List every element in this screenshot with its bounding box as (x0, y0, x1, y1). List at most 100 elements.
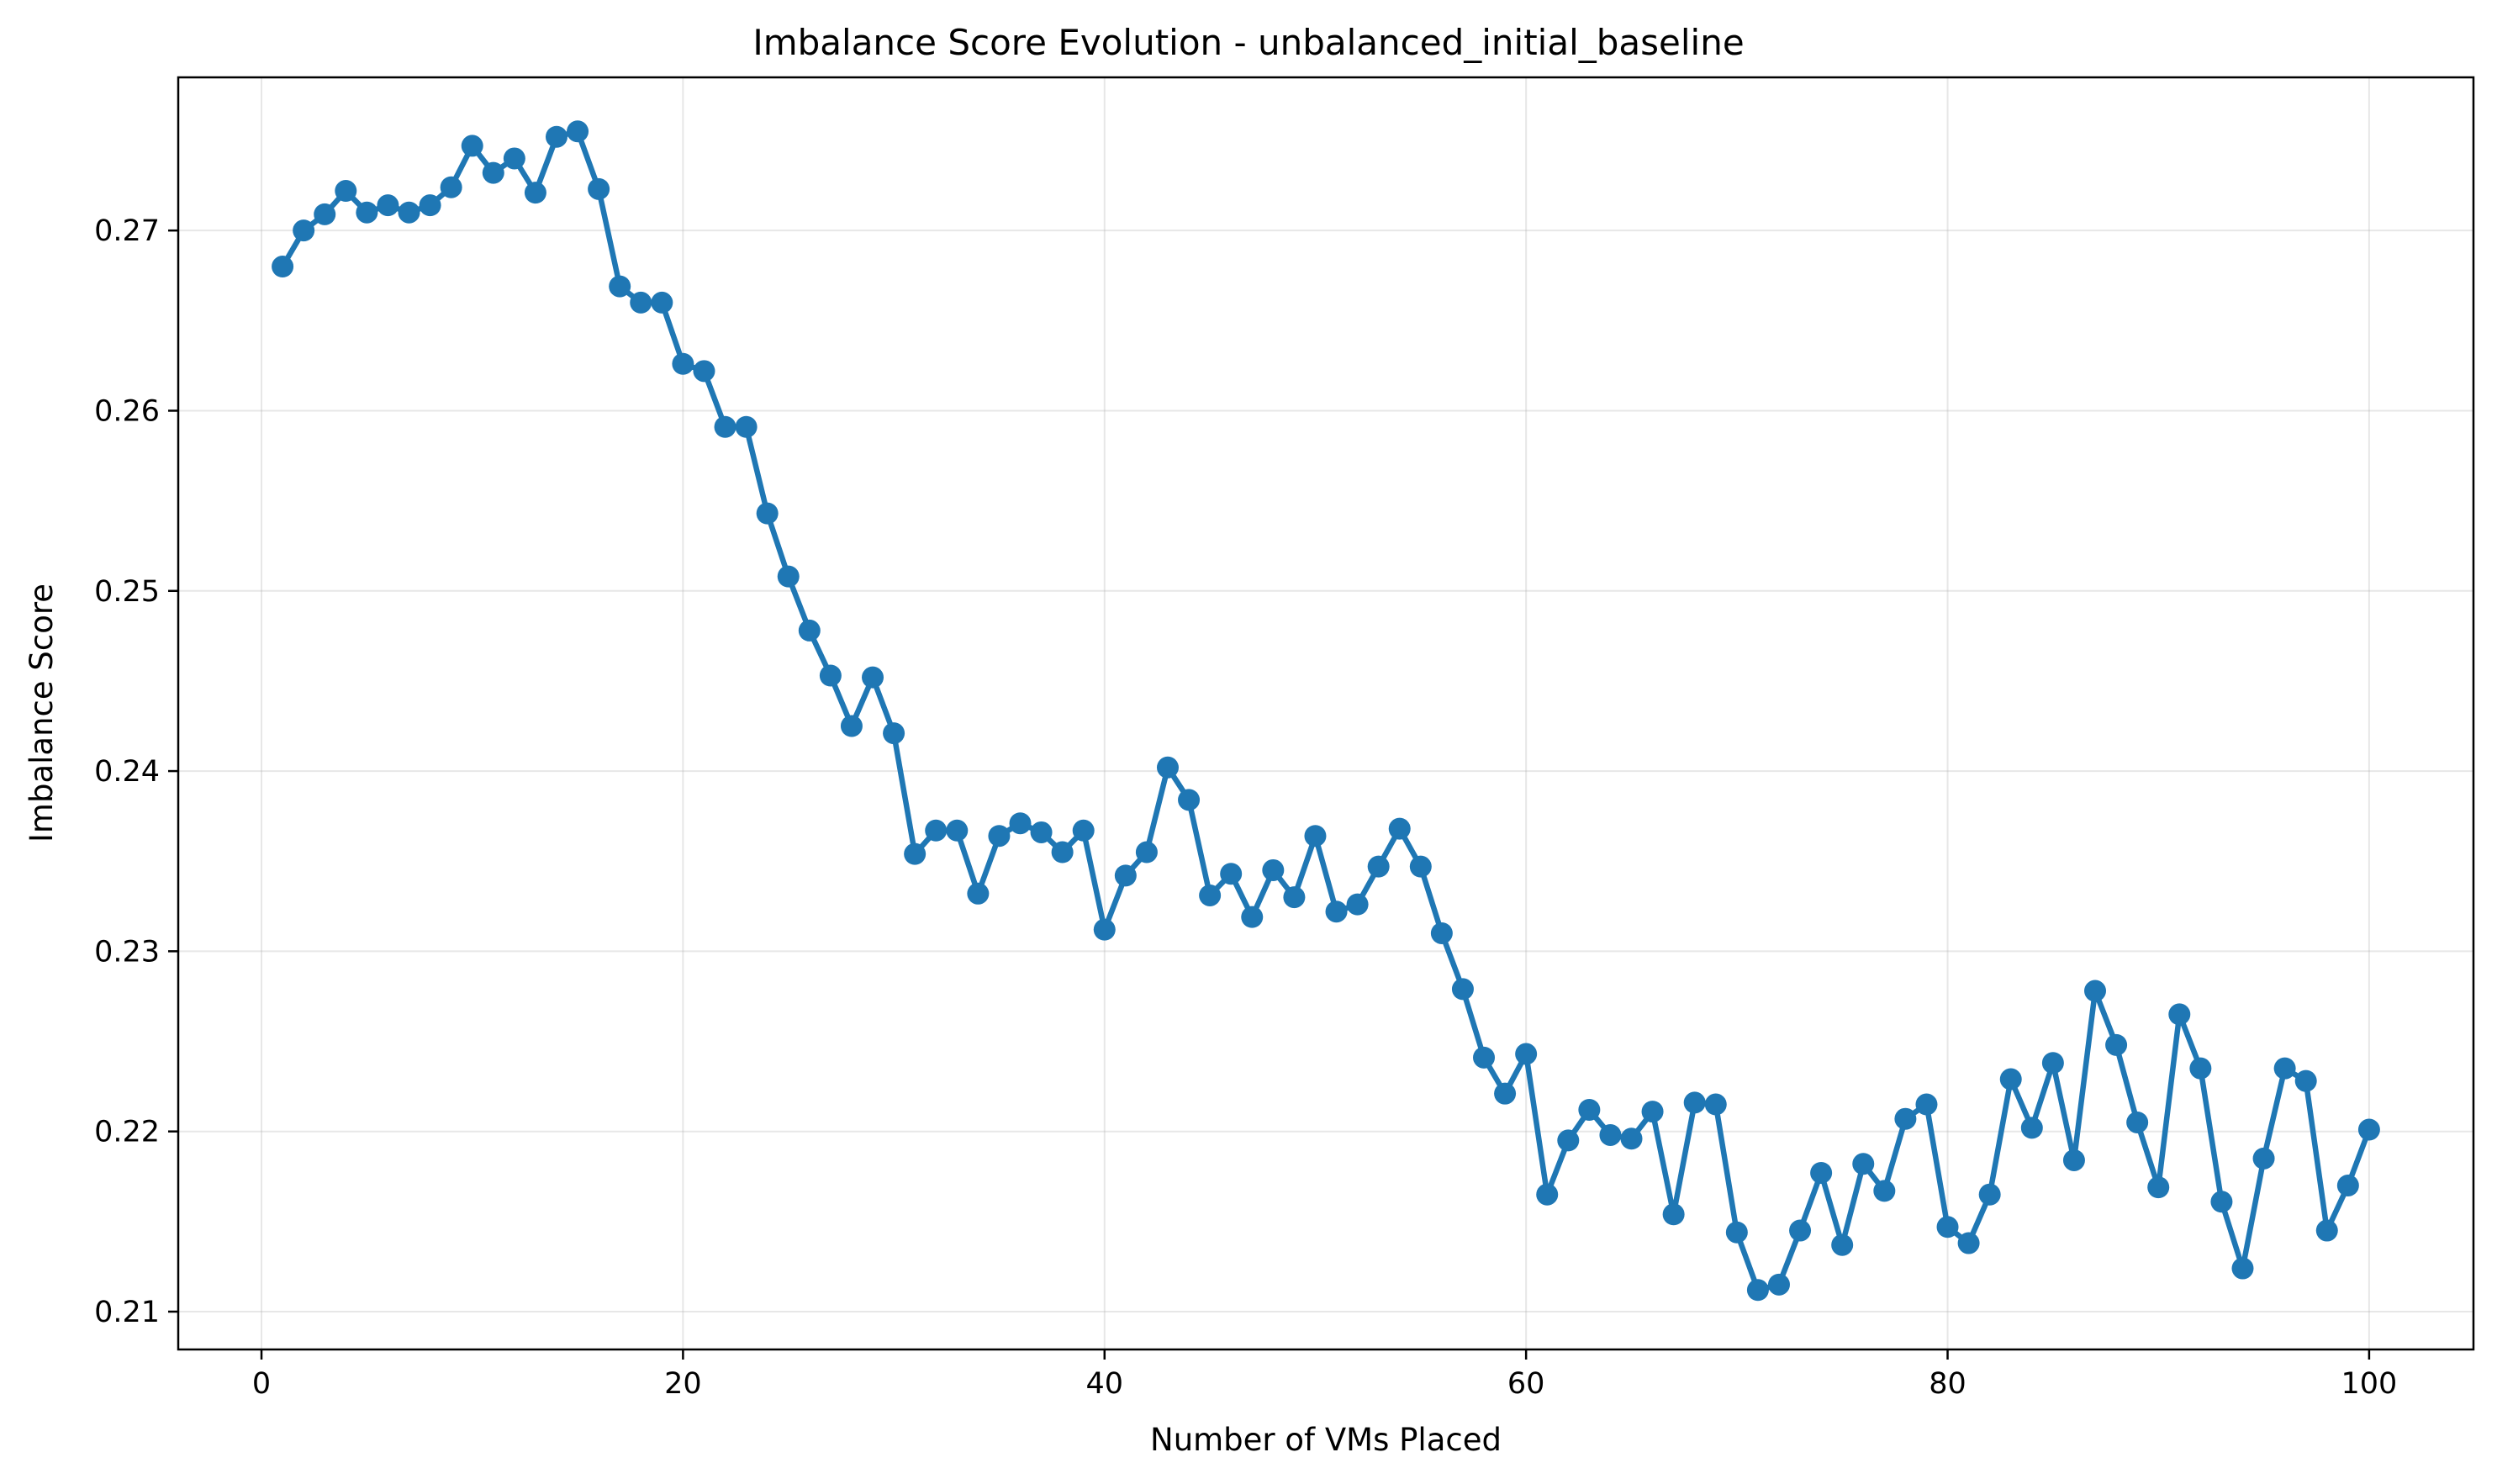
data-point (1262, 858, 1285, 881)
grid-lines (178, 77, 2473, 1349)
data-point (482, 161, 504, 184)
data-point (925, 819, 948, 842)
data-point (1325, 900, 1348, 923)
data-point (2252, 1147, 2275, 1170)
data-point (1409, 855, 1432, 878)
data-point (1178, 789, 1201, 811)
data-point (335, 180, 357, 203)
y-tick-label: 0.26 (94, 394, 160, 428)
data-point (1789, 1219, 1812, 1242)
chart-title: Imbalance Score Evolution - unbalanced_i… (752, 22, 1744, 63)
data-point (672, 352, 694, 375)
data-point (2147, 1176, 2170, 1199)
data-point (1072, 819, 1095, 842)
data-point (1494, 1082, 1517, 1105)
data-point (1367, 855, 1390, 878)
data-point (1599, 1123, 1622, 1146)
data-point (988, 825, 1011, 848)
data-point (1725, 1221, 1748, 1244)
data-point (1515, 1043, 1538, 1065)
data-point (2168, 1003, 2191, 1026)
data-point (1767, 1273, 1790, 1296)
data-point (1894, 1107, 1917, 1130)
data-point (1009, 812, 1032, 835)
data-point (2062, 1149, 2085, 1171)
y-tick-label: 0.21 (94, 1296, 160, 1329)
data-point (2315, 1219, 2338, 1242)
data-point (1810, 1161, 1833, 1184)
data-point (735, 415, 758, 438)
y-tick-label: 0.22 (94, 1116, 160, 1149)
data-point (1957, 1232, 1980, 1254)
data-point (1915, 1093, 1938, 1116)
data-point (1051, 841, 1074, 863)
data-point (840, 715, 863, 737)
y-axis-label: Imbalance Score (24, 584, 60, 842)
data-point (567, 120, 589, 143)
x-tick-label: 20 (664, 1367, 702, 1401)
data-point (2336, 1174, 2359, 1196)
data-point (314, 203, 336, 225)
data-point (1473, 1046, 1496, 1069)
data-point (2189, 1057, 2212, 1080)
data-point (1683, 1091, 1706, 1114)
data-point (777, 565, 800, 588)
data-point (1578, 1098, 1601, 1121)
data-point (588, 177, 610, 200)
data-point (1852, 1153, 1875, 1175)
data-point (651, 291, 673, 314)
data-point (1430, 922, 1453, 944)
data-point (356, 201, 378, 224)
data-point (1093, 918, 1116, 941)
data-point (1241, 906, 1264, 928)
data-point (2126, 1111, 2149, 1133)
data-point (293, 219, 315, 242)
data-point (2084, 980, 2107, 1002)
data-point (967, 882, 990, 905)
data-point (545, 125, 568, 148)
data-point (272, 256, 294, 278)
data-point (2273, 1057, 2296, 1080)
data-point (1536, 1183, 1559, 1206)
data-point (1831, 1233, 1854, 1256)
data-point (756, 502, 779, 525)
data-point (2210, 1191, 2233, 1213)
data-point (693, 360, 715, 383)
data-point (1030, 821, 1053, 843)
data-point (819, 664, 842, 687)
data-point (440, 176, 462, 198)
data-point (2105, 1033, 2128, 1056)
series-line (279, 129, 2373, 1293)
y-tick-label: 0.25 (94, 575, 160, 609)
data-point (1304, 825, 1327, 848)
data-point (1220, 863, 1243, 885)
data-point (714, 415, 736, 438)
data-point (1704, 1093, 1727, 1116)
data-point (862, 666, 884, 689)
data-point (1873, 1180, 1896, 1202)
data-series (272, 120, 2380, 1302)
y-tick-label: 0.27 (94, 214, 160, 248)
data-point (883, 722, 905, 745)
data-point (1999, 1068, 2022, 1091)
data-point (946, 819, 969, 842)
y-tick-label: 0.23 (94, 935, 160, 969)
data-point (1936, 1216, 1959, 1238)
data-point (1135, 841, 1158, 863)
data-point (1662, 1203, 1685, 1226)
data-point (1746, 1279, 1769, 1302)
data-point (377, 194, 399, 217)
data-point (904, 842, 926, 865)
data-point (1114, 864, 1137, 887)
data-point (2357, 1118, 2380, 1141)
data-point (419, 194, 441, 217)
data-point (2020, 1117, 2043, 1139)
plot-frame (177, 76, 2475, 1351)
data-point (1641, 1101, 1664, 1123)
data-point (461, 135, 483, 157)
data-point (524, 182, 546, 204)
axis-ticks: 0 20 40 60 80 100 0.21 0.22 0.23 0.24 0.25 0.26 0.27 (94, 214, 2397, 1401)
data-point (2041, 1052, 2064, 1075)
